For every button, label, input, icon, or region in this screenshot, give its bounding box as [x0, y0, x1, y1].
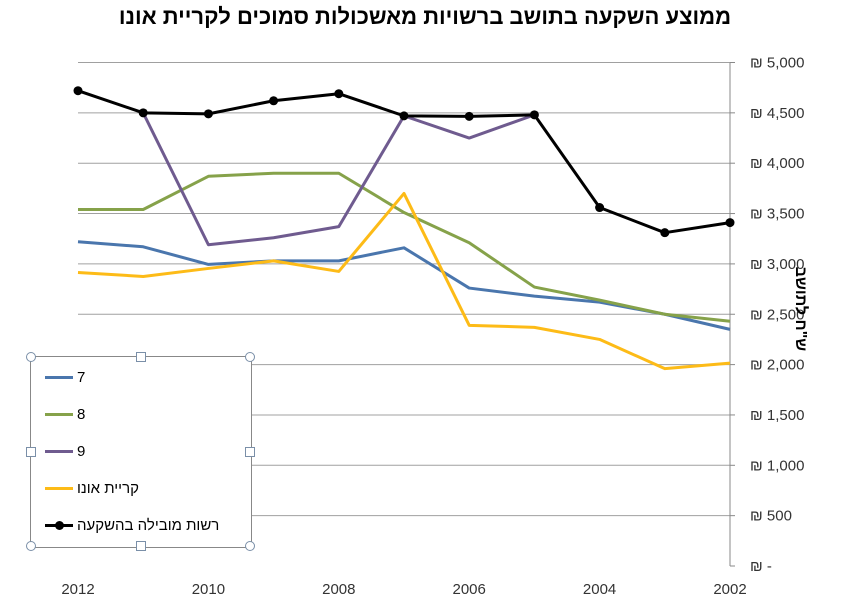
legend-label: קריית אונו: [77, 479, 139, 497]
x-tick-label: 2008: [322, 581, 355, 598]
y-tick-label: ₪ 3,000: [750, 256, 804, 273]
legend-label: 9: [77, 442, 86, 460]
legend-label: 7: [77, 368, 86, 386]
x-tick-label: 2002: [713, 581, 746, 598]
legend-swatch: [45, 449, 73, 453]
resize-handle[interactable]: [245, 352, 255, 362]
series-line-3: [77, 191, 731, 371]
data-point: [725, 218, 735, 228]
y-tick-label: ₪ 5,000: [750, 55, 804, 72]
data-point: [529, 110, 539, 120]
resize-handle[interactable]: [26, 447, 36, 457]
series-line-2: [141, 112, 535, 247]
data-point: [203, 109, 213, 119]
data-point: [595, 203, 605, 213]
series-line-0: [77, 240, 731, 331]
x-tick-label: 2010: [192, 581, 225, 598]
resize-handle[interactable]: [136, 352, 146, 362]
data-point: [138, 108, 148, 118]
legend-label: 8: [77, 405, 86, 423]
legend-swatch: [45, 520, 73, 530]
legend-item: רשות מובילה בהשקעה: [45, 515, 219, 535]
chart-title: ממוצע השקעה בתושב ברשויות מאשכולות סמוכי…: [118, 4, 732, 29]
legend-swatch: [45, 412, 73, 416]
series-line-1: [78, 171, 731, 323]
resize-handle[interactable]: [245, 447, 255, 457]
y-tick-label: ₪ 4,000: [750, 155, 804, 172]
legend-item: 9: [45, 441, 85, 461]
y-tick-label: ₪ 3,500: [750, 206, 804, 223]
data-point: [334, 89, 344, 99]
y-tick-label: ₪ 2,500: [750, 306, 804, 323]
y-tick-label: ₪ 2,000: [750, 357, 804, 374]
marker-icon: [55, 520, 64, 530]
resize-handle[interactable]: [26, 541, 36, 551]
y-tick-label: ₪ 1,000: [750, 457, 804, 474]
data-point: [464, 111, 474, 121]
resize-handle[interactable]: [26, 352, 36, 362]
data-point: [660, 228, 670, 238]
y-tick-label: ₪ 500: [750, 508, 792, 525]
y-tick-label: ₪ -: [750, 558, 772, 575]
resize-handle[interactable]: [245, 541, 255, 551]
legend-swatch: [45, 375, 73, 379]
y-axis-title: ש"ח לתושב: [792, 266, 809, 352]
y-tick-label: ₪ 1,500: [750, 407, 804, 424]
data-point: [73, 86, 83, 96]
data-point: [269, 96, 279, 106]
legend-swatch: [45, 486, 73, 490]
legend-item: קריית אונו: [45, 478, 139, 498]
data-point: [399, 111, 409, 121]
x-tick-label: 2006: [453, 581, 486, 598]
legend-item: 7: [45, 367, 85, 387]
x-tick-label: 2004: [583, 581, 616, 598]
x-tick-label: 2012: [61, 581, 94, 598]
legend-label: רשות מובילה בהשקעה: [77, 516, 220, 534]
legend-item: 8: [45, 404, 85, 424]
y-tick-label: ₪ 4,500: [750, 105, 804, 122]
resize-handle[interactable]: [136, 541, 146, 551]
legend[interactable]: 7 8 9 קריית אונו רשות מובילה בהשקעה: [26, 352, 255, 551]
